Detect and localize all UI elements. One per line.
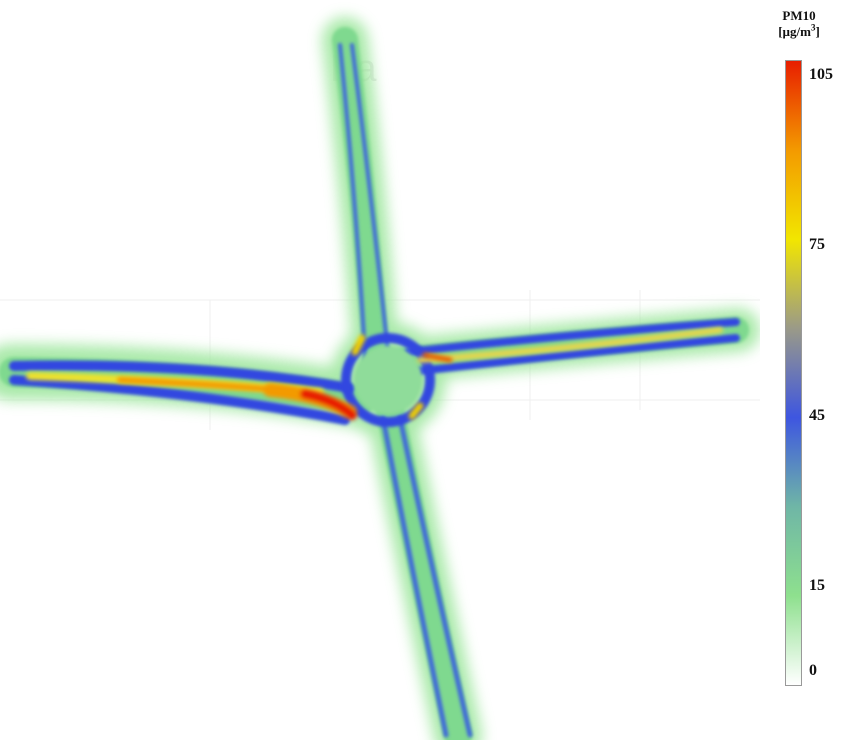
hotspot-red	[117, 352, 453, 420]
colorbar-tick-label: 15	[809, 576, 825, 594]
colorbar-tick-label: 105	[809, 66, 833, 83]
colorbar	[785, 60, 802, 686]
legend-title-pollutant: PM10	[782, 8, 816, 23]
colorbar-tick-label: 0	[809, 662, 817, 679]
road-blue-edges	[9, 43, 740, 738]
legend-unit-close: ]	[815, 24, 820, 39]
pm10-concentration-map	[0, 17, 760, 740]
roundabout	[341, 333, 435, 427]
legend-title: PM10 [µg/m3]	[764, 8, 834, 40]
legend-unit-exponent: 3	[810, 22, 816, 33]
colorbar-tick-label: 75	[809, 236, 825, 254]
colorbar-tick-label: 45	[809, 406, 825, 424]
legend-unit: [µg/m3]	[778, 22, 820, 39]
legend-unit-base: [µg/m	[778, 24, 811, 39]
